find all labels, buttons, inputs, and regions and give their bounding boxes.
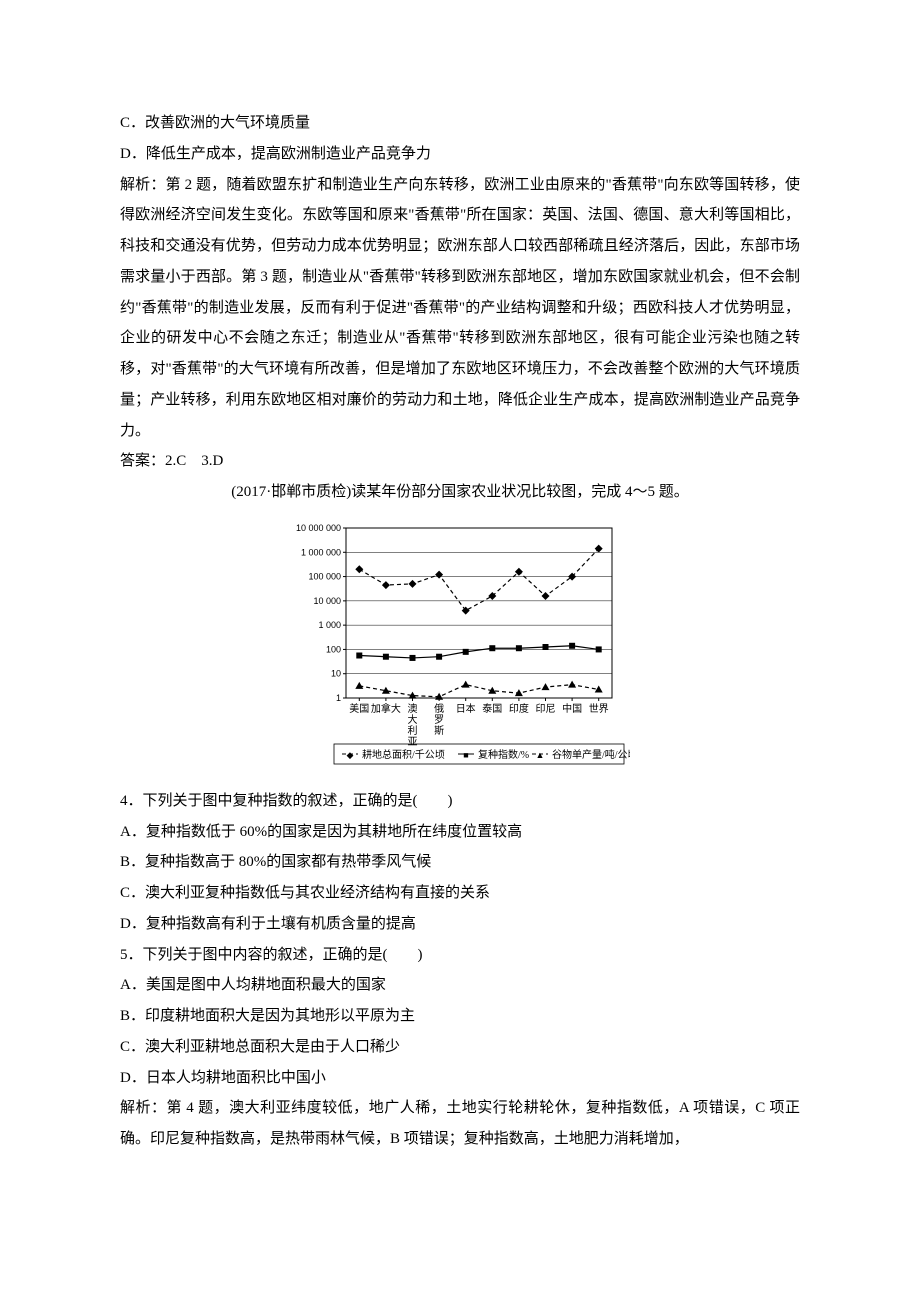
q4-option-c: C．澳大利亚复种指数低与其农业经济结构有直接的关系: [120, 878, 800, 909]
svg-text:利: 利: [408, 725, 418, 737]
svg-text:大: 大: [408, 713, 418, 726]
q4-option-b: B．复种指数高于 80%的国家都有热带季风气候: [120, 847, 800, 878]
svg-text:世界: 世界: [589, 703, 609, 715]
question-4: 4．下列关于图中复种指数的叙述，正确的是( ): [120, 786, 800, 817]
svg-text:1 000 000: 1 000 000: [301, 547, 341, 557]
svg-text:泰国: 泰国: [482, 702, 502, 715]
analysis-1: 解析：第 2 题，随着欧盟东扩和制造业生产向东转移，欧洲工业由原来的"香蕉带"向…: [120, 170, 800, 447]
svg-text:澳: 澳: [408, 702, 418, 715]
analysis-2: 解析：第 4 题，澳大利亚纬度较低，地广人稀，土地实行轮耕轮休，复种指数低，A …: [120, 1093, 800, 1155]
option-d: D．降低生产成本，提高欧洲制造业产品竞争力: [120, 139, 800, 170]
document-page: C．改善欧洲的大气环境质量 D．降低生产成本，提高欧洲制造业产品竞争力 解析：第…: [0, 0, 920, 1302]
svg-text:美国: 美国: [349, 702, 369, 715]
question-5: 5．下列关于图中内容的叙述，正确的是( ): [120, 940, 800, 971]
svg-text:100 000: 100 000: [308, 571, 341, 581]
svg-text:印度: 印度: [509, 702, 529, 715]
svg-text:■: ■: [463, 750, 468, 760]
svg-text:加拿大: 加拿大: [371, 702, 401, 715]
agriculture-chart: 1 10 100 1 000 10 000 100 000 1 000 000 10 000 …: [290, 516, 630, 776]
question-stem: (2017·邯郸市质检)读某年份部分国家农业状况比较图，完成 4～5 题。: [120, 477, 800, 508]
q4-option-a: A．复种指数低于 60%的国家是因为其耕地所在纬度位置较高: [120, 817, 800, 848]
svg-text:复种指数/%: 复种指数/%: [478, 748, 529, 761]
svg-text:罗: 罗: [434, 714, 444, 726]
q5-option-d: D．日本人均耕地面积比中国小: [120, 1063, 800, 1094]
q5-option-c: C．澳大利亚耕地总面积大是由于人口稀少: [120, 1032, 800, 1063]
svg-text:100: 100: [326, 644, 341, 654]
svg-text:斯: 斯: [434, 724, 444, 737]
svg-text:耕地总面积/千公顷: 耕地总面积/千公顷: [362, 748, 445, 761]
chart-container: 1 10 100 1 000 10 000 100 000 1 000 000 10 000 …: [120, 516, 800, 776]
svg-text:10 000 000: 10 000 000: [296, 523, 341, 533]
svg-text:日本: 日本: [456, 702, 476, 715]
option-c: C．改善欧洲的大气环境质量: [120, 108, 800, 139]
svg-text:谷物单产量/吨/公顷: 谷物单产量/吨/公顷: [552, 748, 630, 761]
q5-option-a: A．美国是图中人均耕地面积最大的国家: [120, 970, 800, 1001]
svg-text:10: 10: [331, 668, 341, 678]
svg-text:俄: 俄: [434, 703, 444, 715]
svg-text:◆: ◆: [347, 750, 354, 760]
svg-text:▲: ▲: [536, 750, 545, 760]
svg-text:10 000: 10 000: [313, 596, 341, 606]
answer-1: 答案：2.C 3.D: [120, 446, 800, 477]
svg-text:中国: 中国: [562, 702, 582, 715]
q4-option-d: D．复种指数高有利于土壤有机质含量的提高: [120, 909, 800, 940]
q5-option-b: B．印度耕地面积大是因为其地形以平原为主: [120, 1001, 800, 1032]
svg-text:1: 1: [336, 693, 341, 703]
svg-text:亚: 亚: [408, 737, 418, 748]
svg-text:印尼: 印尼: [536, 703, 556, 715]
svg-text:1 000: 1 000: [318, 620, 341, 630]
